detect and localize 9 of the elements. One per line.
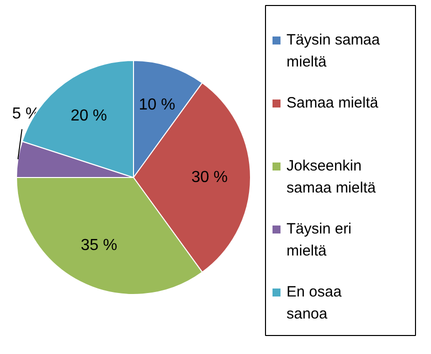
legend-label: Täysin eri mieltä bbox=[286, 220, 352, 260]
data-label: 10 % bbox=[138, 96, 176, 114]
data-label: 20 % bbox=[70, 107, 108, 124]
legend-label: Täysin samaa mieltä bbox=[286, 32, 381, 71]
legend-label: Samaa mieltä bbox=[286, 94, 379, 112]
legend-label: Jokseenkin samaa mieltä bbox=[286, 158, 376, 197]
legend-label: En osaa sanoa bbox=[286, 284, 342, 323]
data-label: 35 % bbox=[80, 236, 118, 254]
data-label: 30 % bbox=[191, 169, 228, 186]
